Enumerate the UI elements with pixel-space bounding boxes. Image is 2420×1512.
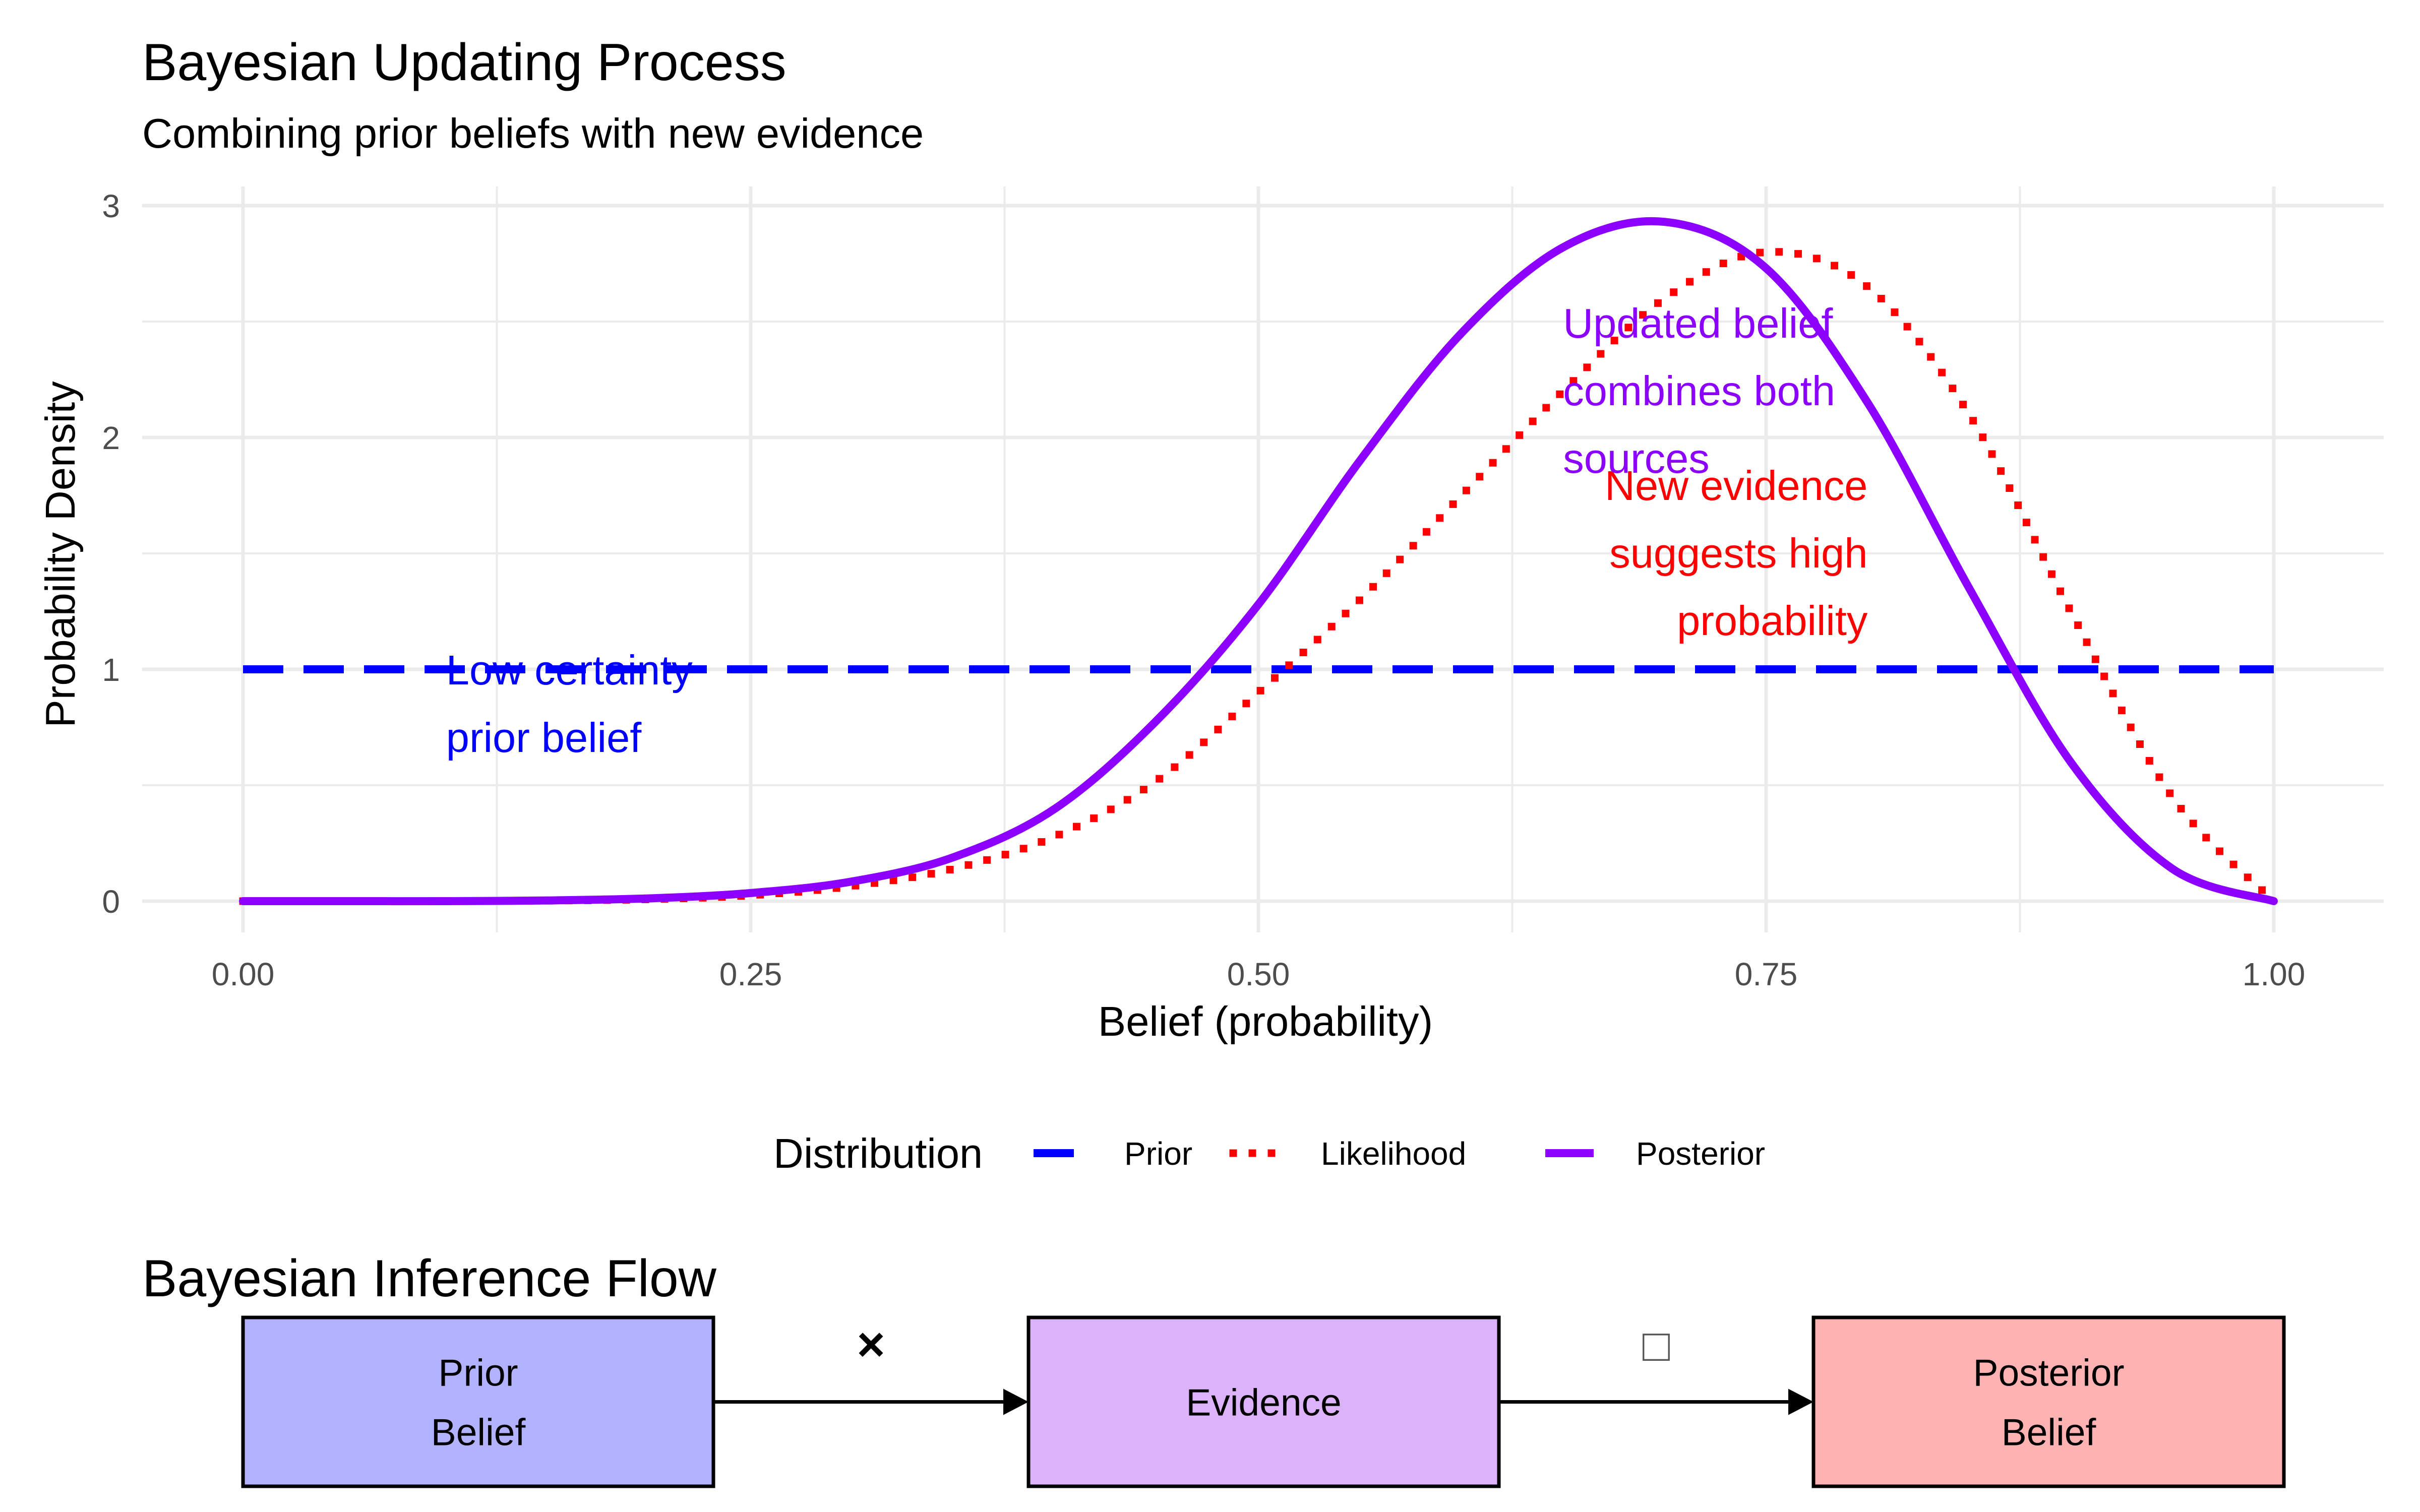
flow-box-rect — [1811, 1315, 2286, 1488]
legend-label-posterior: Posterior — [1636, 1136, 1765, 1172]
flow-arrowhead — [1788, 1389, 1813, 1415]
annotation-line: combines both — [1563, 367, 1835, 414]
y-tick-label: 1 — [102, 652, 120, 688]
flow-title: Bayesian Inference Flow — [142, 1249, 717, 1308]
annotation-line: Updated belief — [1563, 300, 1833, 347]
prior-belief-box: Prior Belief — [241, 1315, 715, 1488]
chart-title: Bayesian Updating Process — [142, 33, 786, 92]
legend-label-prior: Prior — [1124, 1136, 1192, 1172]
annotation-line: New evidence — [1605, 462, 1867, 509]
y-tick-label: 0 — [102, 884, 120, 920]
flow-box-label: Belief — [2002, 1411, 2096, 1454]
flow-box-rect — [241, 1315, 715, 1488]
x-tick-label: 0.25 — [719, 956, 782, 992]
flow-box-label: Belief — [431, 1411, 526, 1454]
x-tick-label: 0.50 — [1227, 956, 1290, 992]
posterior-series-line — [239, 217, 2278, 906]
legend-item-posterior: Posterior — [1545, 1136, 1765, 1172]
annotation-line: sources — [1563, 435, 1710, 482]
legend-item-prior: Prior — [1034, 1136, 1192, 1172]
plot-panel: 0.00 0.25 0.50 0.75 1.00 0 1 2 3 Low certainty pri… — [102, 186, 2384, 992]
legend-item-likelihood: Likelihood — [1229, 1136, 1466, 1172]
x-axis-label: Belief (probability) — [1098, 998, 1433, 1045]
multiply-operator: × — [857, 1317, 885, 1371]
annotation-line: probability — [1677, 597, 1868, 644]
flow-box-label: Posterior — [1973, 1352, 2124, 1394]
flow-box-label: Prior — [438, 1352, 518, 1394]
inference-flow-diagram: Prior Belief Evidence Posterior Belief × □ — [241, 1315, 2286, 1488]
annotation-line: suggests high — [1609, 530, 1867, 577]
legend-title: Distribution — [773, 1130, 983, 1177]
flow-arrow — [1499, 1389, 1813, 1415]
posterior-annotation: Updated belief combines both sources — [1563, 300, 1835, 482]
y-tick-label: 3 — [102, 188, 120, 224]
evidence-box: Evidence — [1026, 1315, 1501, 1488]
annotation-line: prior belief — [446, 714, 642, 761]
posterior-belief-box: Posterior Belief — [1811, 1315, 2286, 1488]
implies-operator: □ — [1643, 1320, 1670, 1371]
y-axis-label: Probability Density — [37, 381, 84, 728]
legend-label-likelihood: Likelihood — [1321, 1136, 1466, 1172]
prior-annotation: Low certainty prior belief — [446, 647, 693, 761]
x-tick-label: 0.75 — [1735, 956, 1798, 992]
annotation-line: Low certainty — [446, 647, 693, 694]
x-tick-label: 0.00 — [212, 956, 275, 992]
legend: Distribution Prior Likelihood Posterior — [773, 1130, 1765, 1177]
x-tick-label: 1.00 — [2243, 956, 2306, 992]
likelihood-series-line — [239, 248, 2279, 907]
y-tick-label: 2 — [102, 420, 120, 456]
flow-arrowhead — [1003, 1389, 1028, 1415]
likelihood-annotation: New evidence suggests high probability — [1605, 462, 1868, 644]
chart-subtitle: Combining prior beliefs with new evidenc… — [142, 110, 924, 157]
flow-box-rect — [1026, 1315, 1501, 1488]
flow-arrow — [713, 1389, 1028, 1415]
flow-box-label: Evidence — [1186, 1381, 1342, 1424]
